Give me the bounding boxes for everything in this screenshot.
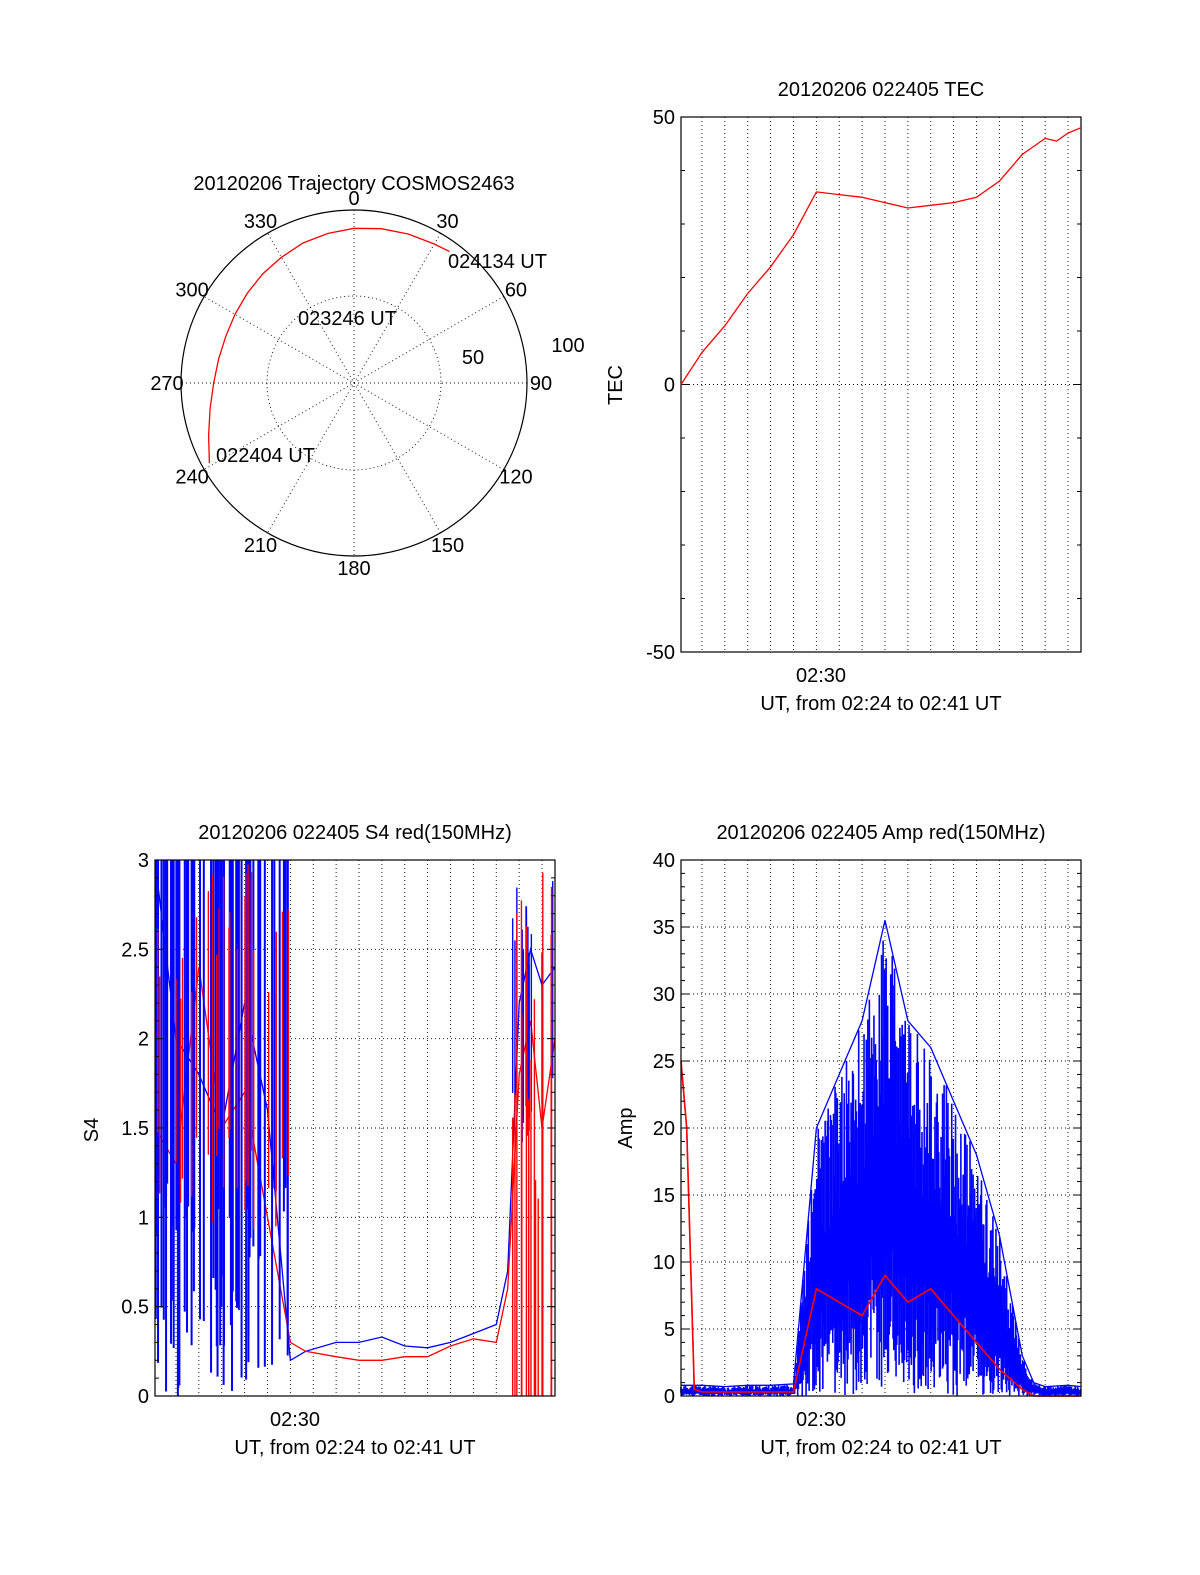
tec-ylabel: TEC xyxy=(605,365,627,405)
amp-series-line-red-front xyxy=(680,1060,1081,1397)
s4-ytick-label: 3 xyxy=(138,850,149,872)
amp-ytick-label: 0 xyxy=(664,1386,675,1408)
polar-annotation-mid: 023246 UT xyxy=(298,308,397,330)
amp-series xyxy=(680,920,1082,1397)
polar-azimuth-label: 60 xyxy=(505,280,527,302)
s4-ytick-label: 0 xyxy=(138,1386,149,1408)
s4-ytick-label: 2.5 xyxy=(121,939,149,961)
polar-azimuth-label: 330 xyxy=(244,211,277,233)
tec-panel: 20120206 022405 TEC -50 0 50 02:30 UT, fro… xyxy=(605,79,1082,715)
tec-title: 20120206 022405 TEC xyxy=(778,79,984,101)
s4-panel: 20120206 022405 S4 red(150MHz) 0 0.5 1 1.5 2… xyxy=(81,822,556,1459)
tec-series-line-red xyxy=(680,127,1082,385)
tec-grid xyxy=(681,117,1081,652)
s4-ylabel: S4 xyxy=(81,1118,103,1142)
polar-radial-label-100: 100 xyxy=(551,335,584,357)
tec-series xyxy=(680,127,1082,385)
polar-azimuth-labels: 0 30 60 90 120 150 180 210 240 270 300 330 xyxy=(150,188,552,580)
s4-xlabel: UT, from 02:24 to 02:41 UT xyxy=(234,1437,475,1459)
tec-y-ticks: -50 0 50 xyxy=(646,107,1081,664)
polar-trajectory-line xyxy=(207,227,450,464)
polar-azimuth-label: 120 xyxy=(499,467,532,489)
amp-y-ticks: 0 5 10 15 20 25 30 35 40 xyxy=(653,850,1081,1408)
polar-annotation-start: 022404 UT xyxy=(216,445,315,467)
polar-panel: 20120206 Trajectory COSMOS2463 0 30 60 90 12… xyxy=(150,173,584,580)
amp-series-line-blue xyxy=(681,920,1082,1388)
tec-xtick-label: 02:30 xyxy=(796,665,846,687)
polar-radial-label-50: 50 xyxy=(462,347,484,369)
polar-annotation-end: 024134 UT xyxy=(448,251,547,273)
s4-ytick-label: 1 xyxy=(138,1207,149,1229)
s4-title: 20120206 022405 S4 red(150MHz) xyxy=(198,822,512,844)
polar-azimuth-label: 150 xyxy=(431,535,464,557)
s4-ytick-label: 1.5 xyxy=(121,1118,149,1140)
tec-ytick-label: 0 xyxy=(664,375,675,397)
amp-ytick-label: 35 xyxy=(653,917,675,939)
tec-xlabel: UT, from 02:24 to 02:41 UT xyxy=(760,693,1001,715)
polar-title: 20120206 Trajectory COSMOS2463 xyxy=(193,173,514,195)
amp-ylabel: Amp xyxy=(615,1107,637,1148)
s4-series xyxy=(154,859,556,1396)
polar-azimuth-label: 180 xyxy=(337,558,370,580)
polar-azimuth-label: 240 xyxy=(175,467,208,489)
s4-y-ticks: 0 0.5 1 1.5 2 2.5 3 xyxy=(121,850,555,1408)
polar-azimuth-label: 30 xyxy=(436,211,458,233)
s4-red-spikes xyxy=(156,864,553,1396)
amp-xlabel: UT, from 02:24 to 02:41 UT xyxy=(760,1437,1001,1459)
tec-ytick-label: 50 xyxy=(653,107,675,129)
amp-ytick-label: 25 xyxy=(653,1051,675,1073)
amp-ytick-label: 5 xyxy=(664,1319,675,1341)
s4-ytick-label: 0.5 xyxy=(121,1297,149,1319)
amp-panel: 20120206 022405 Amp red(150MHz) 0 5 10 15 20… xyxy=(615,822,1082,1459)
amp-title: 20120206 022405 Amp red(150MHz) xyxy=(716,822,1045,844)
amp-blue-noise xyxy=(680,940,1082,1396)
amp-ytick-label: 30 xyxy=(653,984,675,1006)
amp-ytick-label: 15 xyxy=(653,1185,675,1207)
amp-xtick-label: 02:30 xyxy=(796,1409,846,1431)
polar-spokes xyxy=(181,210,527,556)
polar-azimuth-label: 270 xyxy=(150,373,183,395)
amp-grid xyxy=(681,860,1081,1396)
tec-ytick-label: -50 xyxy=(646,642,675,664)
amp-ytick-label: 40 xyxy=(653,850,675,872)
polar-spoke-150 xyxy=(267,232,441,534)
amp-ytick-label: 20 xyxy=(653,1118,675,1140)
s4-ytick-label: 2 xyxy=(138,1029,149,1051)
polar-azimuth-label: 210 xyxy=(244,535,277,557)
amp-ytick-label: 10 xyxy=(653,1252,675,1274)
polar-azimuth-label: 0 xyxy=(348,188,359,210)
s4-xtick-label: 02:30 xyxy=(270,1409,320,1431)
s4-blue-spikes xyxy=(154,860,554,1396)
polar-azimuth-label: 90 xyxy=(530,373,552,395)
polar-azimuth-label: 300 xyxy=(175,280,208,302)
